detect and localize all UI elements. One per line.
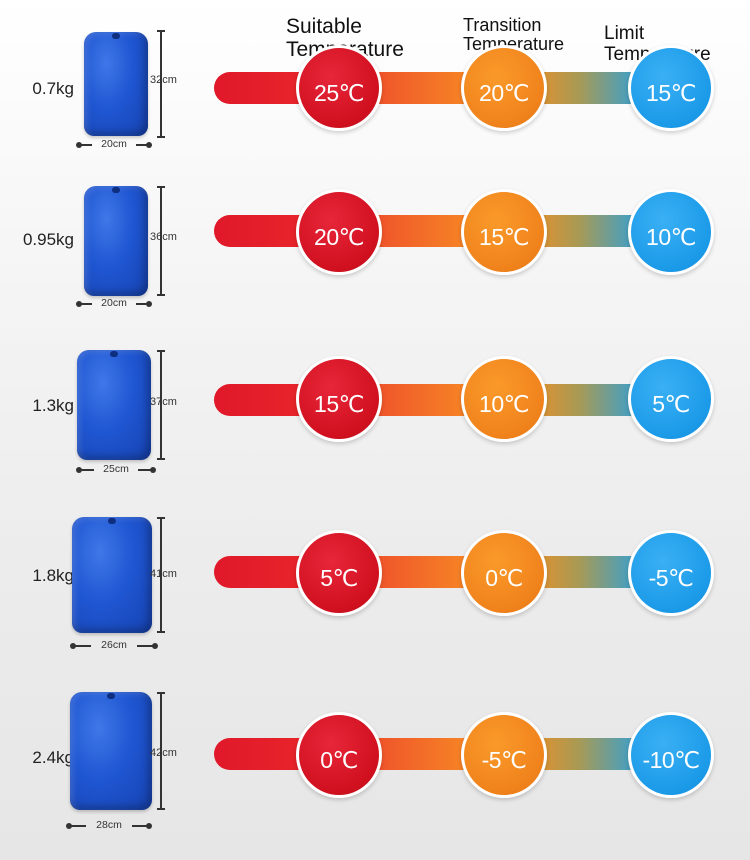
width-label: 25cm <box>103 463 129 475</box>
transition-temperature-badge: 10℃ <box>461 356 547 442</box>
transition-header-line-1: Transition <box>463 15 542 35</box>
temperature-range-bar <box>214 556 694 588</box>
sleeping-bag-image <box>84 32 148 136</box>
suitable-temperature-badge: 25℃ <box>296 45 382 131</box>
height-label: 37cm <box>150 396 177 408</box>
sleeping-bag-image <box>77 350 151 460</box>
width-dimension: 26cm <box>70 639 158 651</box>
width-dimension: 20cm <box>76 138 152 150</box>
limit-temperature-badge: -5℃ <box>628 530 714 616</box>
sleeping-bag-image <box>72 517 152 633</box>
height-label: 32cm <box>150 74 177 86</box>
weight-label: 0.95kg <box>22 230 74 249</box>
drawcord-icon <box>110 351 118 357</box>
limit-header-line-1: Limit <box>604 23 645 44</box>
height-dimension-line <box>157 350 165 460</box>
height-dimension-line <box>157 30 165 138</box>
width-label: 20cm <box>101 138 127 150</box>
width-label: 28cm <box>96 819 122 831</box>
drawcord-icon <box>112 187 120 193</box>
transition-temperature-badge: 15℃ <box>461 189 547 275</box>
weight-label: 2.4kg <box>32 748 74 767</box>
width-dimension: 28cm <box>66 819 152 831</box>
limit-temperature-badge: 10℃ <box>628 189 714 275</box>
limit-temperature-badge: 5℃ <box>628 356 714 442</box>
sleeping-bag-image <box>70 692 152 810</box>
suitable-temperature-badge: 5℃ <box>296 530 382 616</box>
width-label: 26cm <box>101 639 127 651</box>
spec-row-2.4kg: 2.4kg 42cm 28cm 0℃ -5℃ -10℃ <box>0 0 750 830</box>
spec-row-0.95kg: 0.95kg 36cm 20cm 20℃ 15℃ 10℃ <box>0 0 750 308</box>
suitable-temperature-badge: 0℃ <box>296 712 382 798</box>
spec-row-0.7kg: 0.7kg 32cm 20cm 25℃ 20℃ 15℃ <box>0 0 750 170</box>
temperature-range-bar <box>214 215 694 247</box>
width-dimension: 20cm <box>76 297 152 309</box>
weight-label: 1.3kg <box>32 396 74 415</box>
spec-row-1.3kg: 1.3kg 37cm 25cm 15℃ 10℃ 5℃ <box>0 0 750 474</box>
limit-temperature-badge: 15℃ <box>628 45 714 131</box>
limit-temperature-badge: -10℃ <box>628 712 714 798</box>
weight-label: 0.7kg <box>32 79 74 98</box>
transition-temperature-badge: 0℃ <box>461 530 547 616</box>
suitable-header-line-1: Suitable <box>286 15 362 38</box>
spec-row-1.8kg: 1.8kg 41cm 26cm 5℃ 0℃ -5℃ <box>0 0 750 650</box>
height-label: 36cm <box>150 231 177 243</box>
height-dimension-line <box>157 186 165 296</box>
temperature-range-bar <box>214 72 694 104</box>
weight-label: 1.8kg <box>32 566 74 585</box>
sleeping-bag-image <box>84 186 148 296</box>
temperature-range-bar <box>214 738 694 770</box>
drawcord-icon <box>107 693 115 699</box>
height-dimension-line <box>157 517 165 633</box>
height-dimension-line <box>157 692 165 810</box>
suitable-temperature-badge: 20℃ <box>296 189 382 275</box>
height-label: 41cm <box>150 568 177 580</box>
drawcord-icon <box>108 518 116 524</box>
width-dimension: 25cm <box>76 463 156 475</box>
height-label: 42cm <box>150 747 177 759</box>
transition-temperature-badge: 20℃ <box>461 45 547 131</box>
drawcord-icon <box>112 33 120 39</box>
suitable-temperature-badge: 15℃ <box>296 356 382 442</box>
width-label: 20cm <box>101 297 127 309</box>
transition-temperature-badge: -5℃ <box>461 712 547 798</box>
temperature-range-bar <box>214 384 694 416</box>
